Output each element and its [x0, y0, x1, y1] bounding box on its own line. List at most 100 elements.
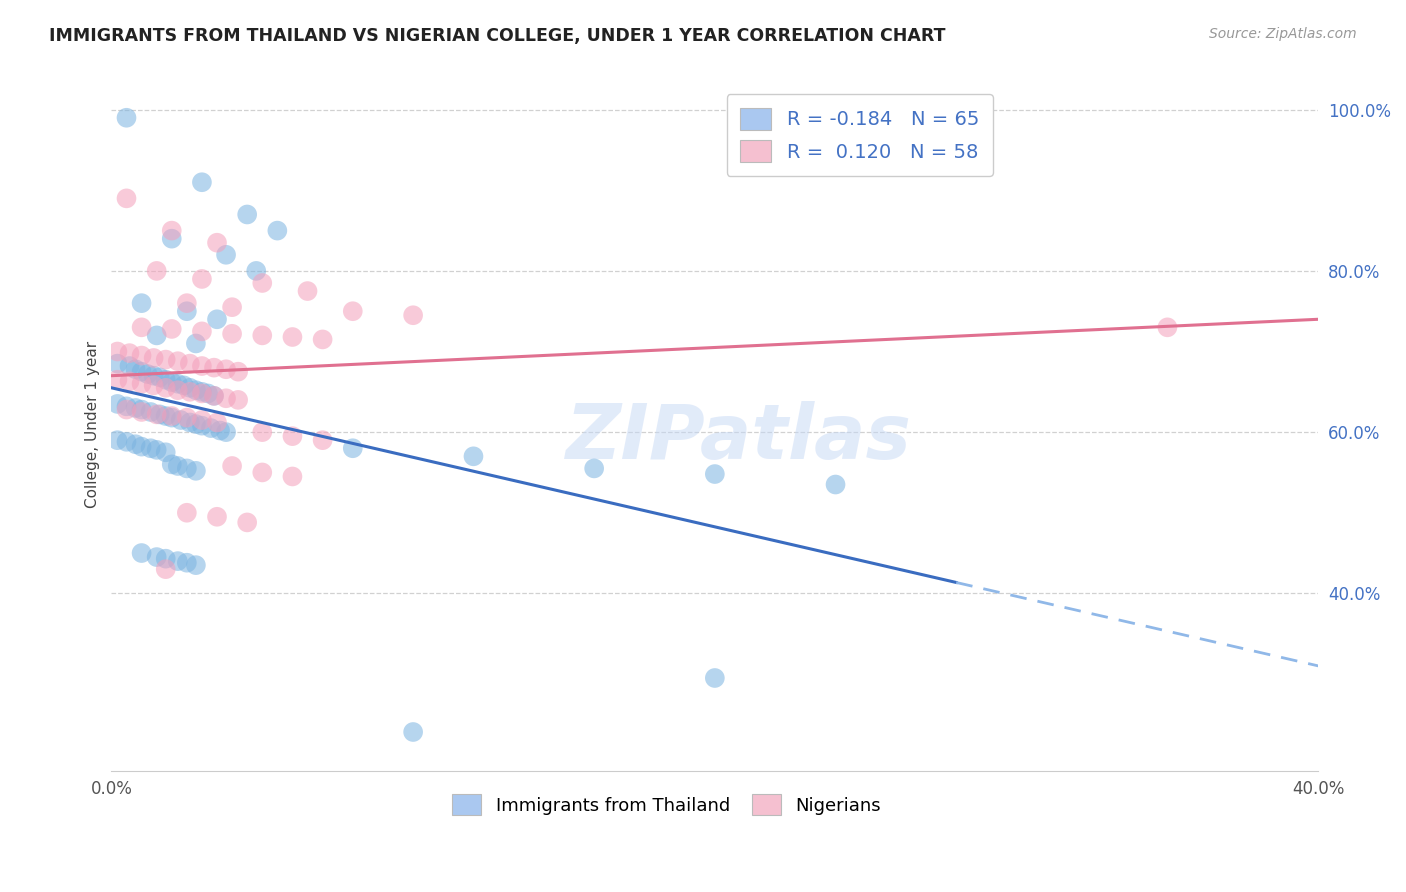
Point [197, 386, 219, 401]
Point [115, 402, 138, 417]
Point [131, 440, 153, 454]
Point [311, 333, 333, 347]
Point [215, 362, 238, 376]
Point [142, 351, 165, 365]
Point [205, 235, 228, 250]
Point [179, 384, 201, 399]
Point [215, 391, 238, 405]
Point [252, 328, 274, 343]
Point [176, 556, 198, 570]
Point [583, 461, 606, 475]
Point [115, 434, 138, 449]
Point [266, 224, 288, 238]
Point [131, 402, 153, 417]
Point [107, 397, 129, 411]
Point [402, 308, 425, 322]
Point [1156, 320, 1178, 334]
Point [145, 442, 167, 457]
Point [115, 191, 138, 205]
Point [131, 320, 153, 334]
Point [166, 354, 188, 368]
Point [205, 312, 228, 326]
Point [202, 389, 225, 403]
Point [215, 248, 238, 262]
Point [107, 357, 129, 371]
Y-axis label: College, Under 1 year: College, Under 1 year [86, 341, 100, 508]
Point [131, 365, 153, 379]
Point [221, 326, 243, 341]
Point [226, 392, 249, 407]
Point [221, 300, 243, 314]
Point [202, 389, 225, 403]
Point [131, 546, 153, 560]
Point [191, 386, 214, 401]
Point [115, 111, 138, 125]
Point [118, 359, 141, 373]
Point [107, 373, 129, 387]
Point [184, 383, 207, 397]
Text: ZIPatlas: ZIPatlas [567, 401, 912, 475]
Point [155, 409, 177, 423]
Point [118, 346, 141, 360]
Point [191, 324, 214, 338]
Point [166, 383, 188, 397]
Point [205, 416, 228, 430]
Point [176, 461, 198, 475]
Point [142, 378, 165, 392]
Point [208, 424, 231, 438]
Point [191, 272, 214, 286]
Point [160, 458, 183, 472]
Point [184, 558, 207, 573]
Point [145, 408, 167, 422]
Point [202, 360, 225, 375]
Point [166, 376, 188, 391]
Point [179, 416, 201, 430]
Point [145, 264, 167, 278]
Point [281, 429, 304, 443]
Point [215, 425, 238, 439]
Point [107, 433, 129, 447]
Point [124, 401, 146, 415]
Point [149, 408, 172, 422]
Point [179, 357, 201, 371]
Point [184, 417, 207, 431]
Point [342, 304, 364, 318]
Point [115, 400, 138, 414]
Point [160, 410, 183, 425]
Point [136, 367, 159, 381]
Point [170, 413, 193, 427]
Point [703, 671, 725, 685]
Point [173, 378, 195, 392]
Point [155, 551, 177, 566]
Point [118, 375, 141, 389]
Point [311, 433, 333, 447]
Point [166, 554, 188, 568]
Point [463, 450, 485, 464]
Point [160, 409, 183, 423]
Point [107, 344, 129, 359]
Point [184, 464, 207, 478]
Point [824, 477, 846, 491]
Point [703, 467, 725, 481]
Point [145, 550, 167, 565]
Point [131, 349, 153, 363]
Point [160, 232, 183, 246]
Point [176, 506, 198, 520]
Point [176, 296, 198, 310]
Point [252, 466, 274, 480]
Point [176, 410, 198, 425]
Point [145, 328, 167, 343]
Point [155, 352, 177, 367]
Point [160, 322, 183, 336]
Point [160, 224, 183, 238]
Point [402, 725, 425, 739]
Legend: Immigrants from Thailand, Nigerians: Immigrants from Thailand, Nigerians [443, 785, 890, 824]
Point [149, 370, 172, 384]
Point [179, 381, 201, 395]
Point [155, 445, 177, 459]
Point [252, 276, 274, 290]
Point [131, 296, 153, 310]
Point [205, 509, 228, 524]
Text: Source: ZipAtlas.com: Source: ZipAtlas.com [1209, 27, 1357, 41]
Point [131, 405, 153, 419]
